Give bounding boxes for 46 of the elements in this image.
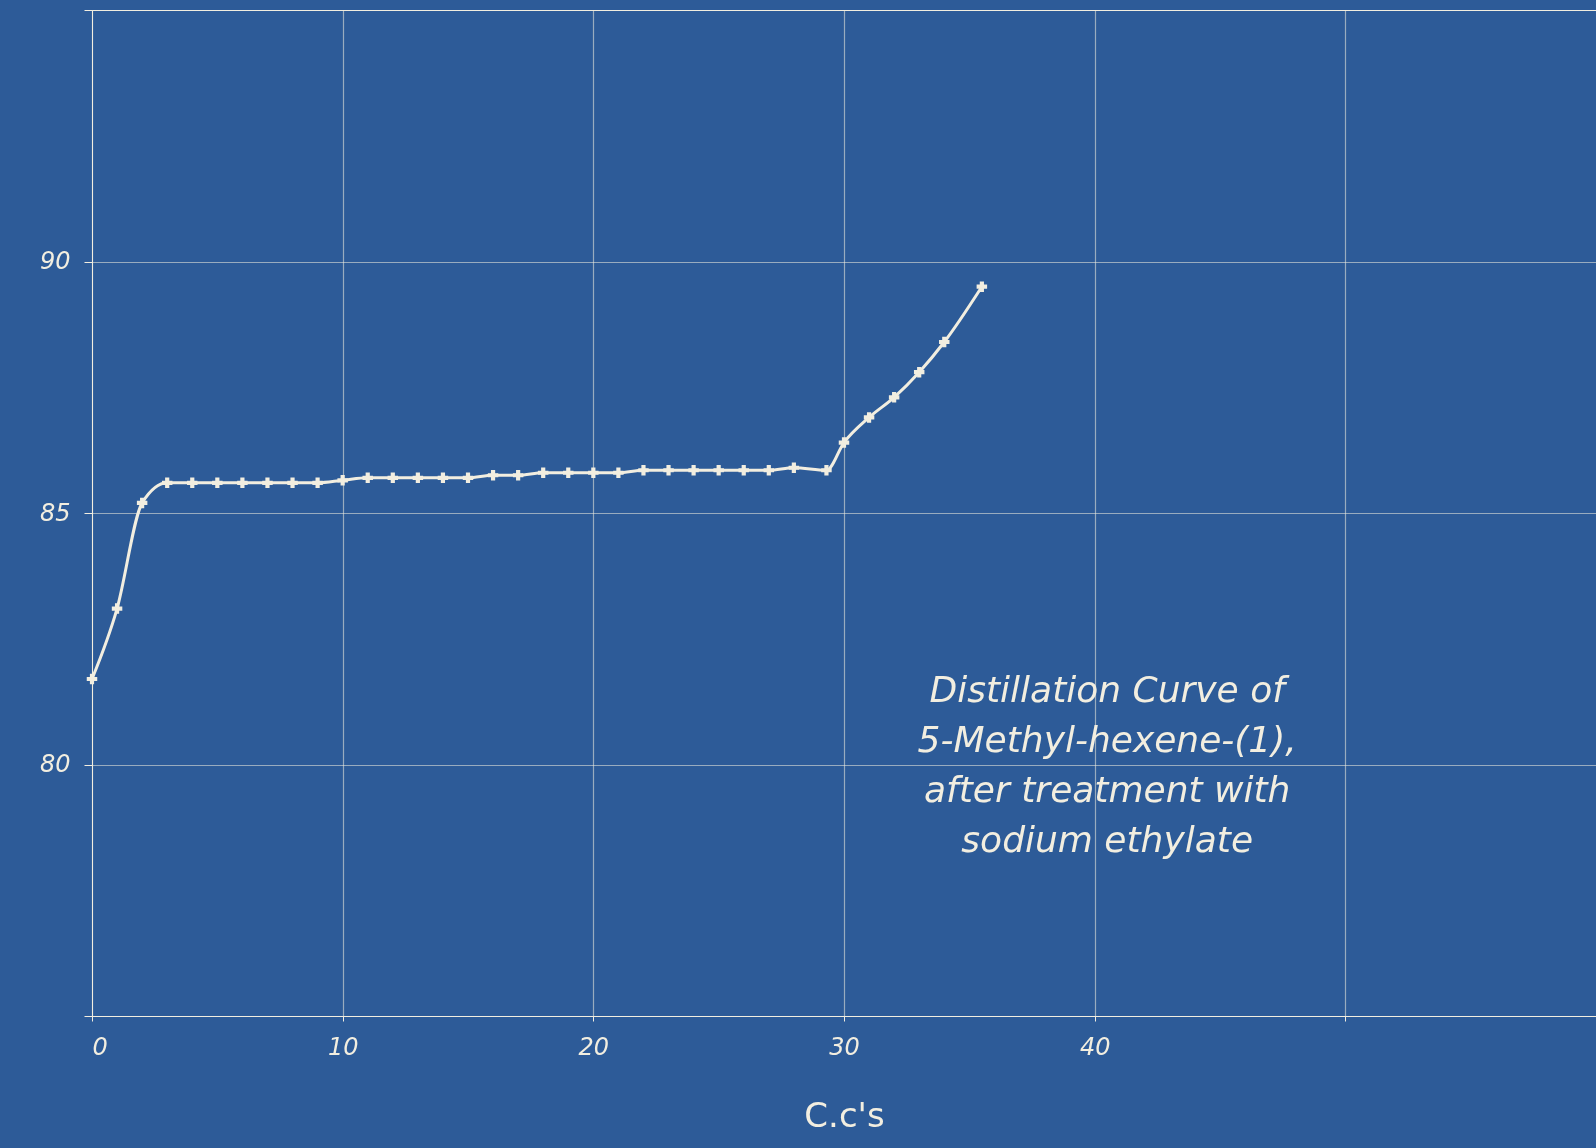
annotation: Distillation Curve of 5-Methyl-hexene-(1), after treatment with sodium ethylate (917, 668, 1297, 860)
y-tick-label: 85 (39, 498, 71, 527)
x-tick-label: 20 (578, 1032, 610, 1061)
point (462, 472, 474, 484)
x-tick-label: 30 (829, 1032, 860, 1061)
point (863, 412, 875, 423)
x-tick-label: 40 (1079, 1032, 1111, 1061)
point (487, 470, 499, 481)
point (412, 472, 424, 484)
point (262, 477, 273, 489)
point (161, 477, 173, 489)
point (337, 475, 348, 486)
point (763, 465, 775, 476)
point (86, 673, 98, 685)
point (111, 603, 123, 614)
point (237, 477, 248, 489)
point (387, 472, 399, 484)
point (613, 467, 624, 478)
point (212, 477, 223, 489)
point (663, 465, 674, 476)
point (738, 465, 749, 476)
x-tick-label: 0 (92, 1032, 108, 1061)
point (362, 472, 373, 484)
point (913, 366, 925, 378)
point (788, 462, 800, 473)
x-axis-title: C.c's (804, 1094, 885, 1135)
point (136, 497, 148, 509)
x-tick-label: 10 (327, 1032, 359, 1061)
point (976, 281, 988, 292)
point (563, 467, 574, 478)
point (638, 465, 649, 476)
point (588, 467, 599, 478)
point (713, 465, 724, 476)
point (888, 392, 900, 403)
point (821, 465, 832, 476)
y-tick-label: 90 (39, 247, 71, 275)
point (838, 437, 850, 448)
point (287, 477, 298, 489)
point (939, 336, 950, 348)
point (437, 472, 449, 484)
point (187, 477, 198, 489)
point (512, 470, 524, 481)
point (537, 467, 549, 478)
y-tick-label: 80 (39, 750, 71, 778)
point (688, 465, 699, 476)
point (312, 477, 323, 489)
